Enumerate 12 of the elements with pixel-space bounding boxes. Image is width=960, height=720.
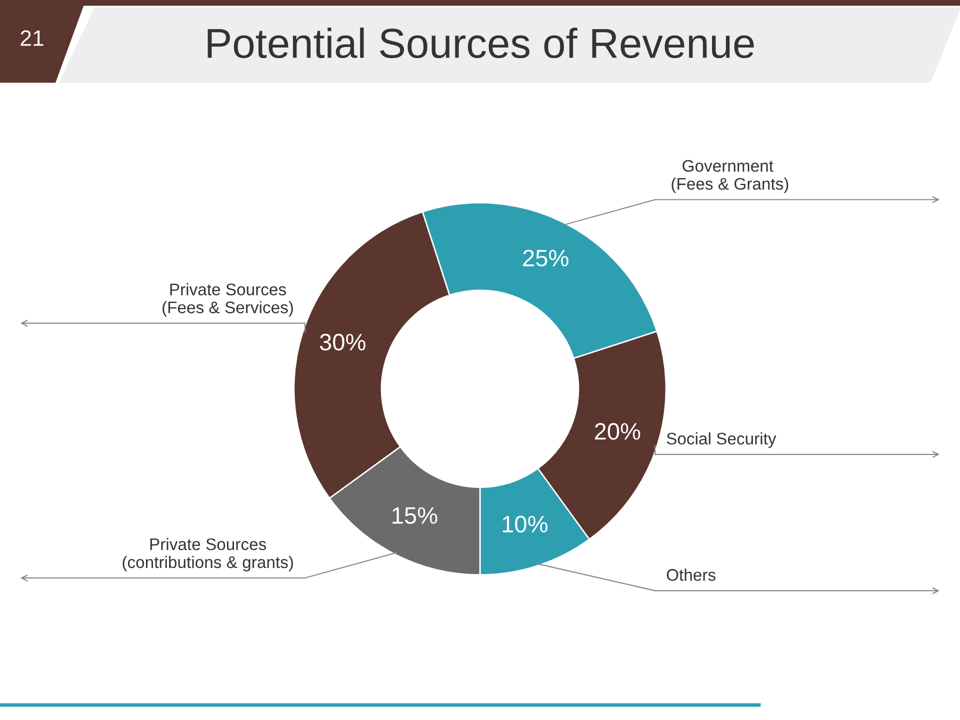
data-label: 20% xyxy=(594,423,640,440)
data-label: 30% xyxy=(320,334,366,350)
data-label: 15% xyxy=(392,507,438,524)
data-label: 25% xyxy=(523,250,568,266)
text: 21 xyxy=(20,30,44,46)
data-label: 10% xyxy=(502,516,548,533)
slice-label: Private Sources (Fees & Services) xyxy=(162,283,293,317)
chart-title: Potential Sources of Revenue xyxy=(208,28,754,58)
slice-label: Others xyxy=(666,568,716,581)
slice-label: Social Security xyxy=(666,432,776,448)
slice-label: Private Sources (contributions & grants) xyxy=(122,538,293,572)
slice-label: Government (Fees & Grants) xyxy=(672,160,788,194)
